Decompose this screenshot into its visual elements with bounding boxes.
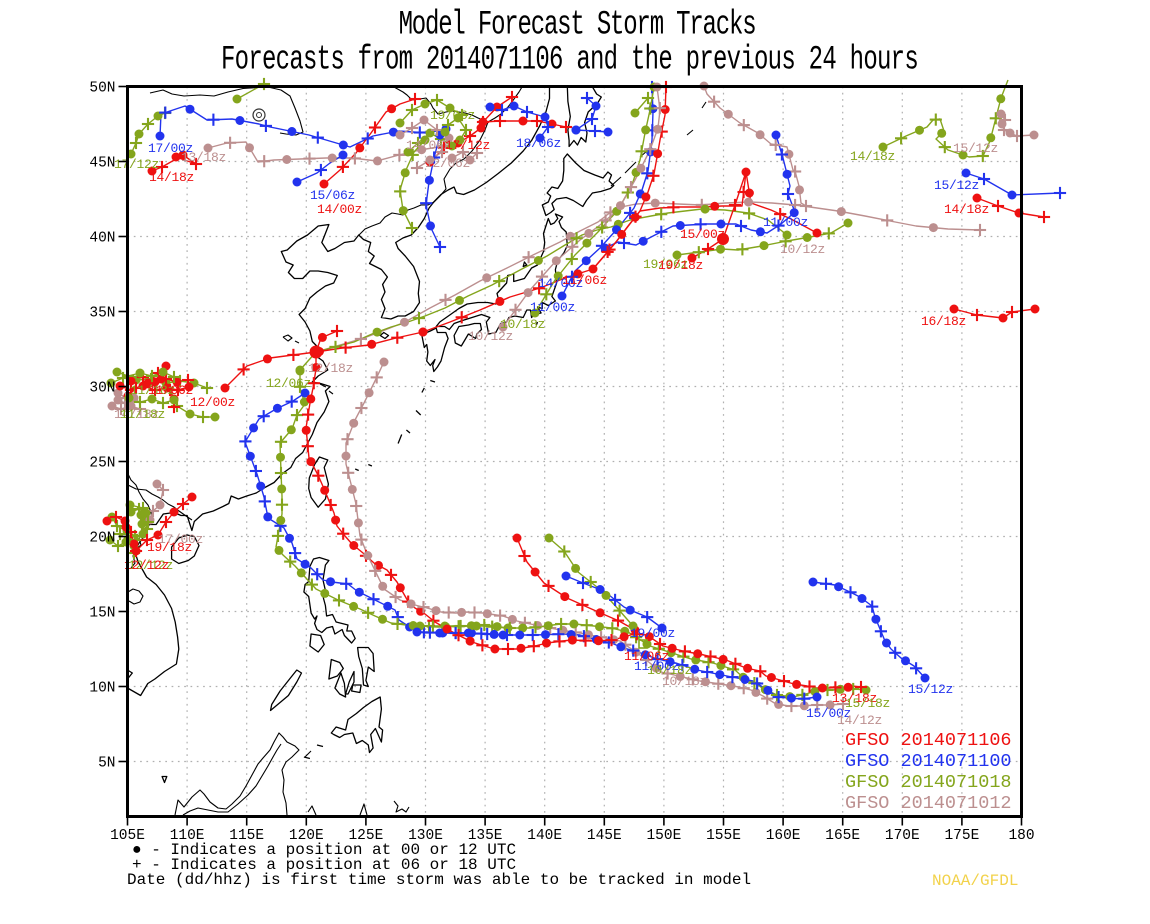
svg-text:17/00z: 17/00z <box>158 532 203 547</box>
svg-text:120E: 120E <box>289 828 324 844</box>
svg-text:25N: 25N <box>89 456 115 472</box>
svg-text:GFSO 2014071100: GFSO 2014071100 <box>845 751 1012 772</box>
svg-text:10/18z: 10/18z <box>662 674 707 689</box>
svg-text:170E: 170E <box>885 828 920 844</box>
svg-text:GFSO 2014071106: GFSO 2014071106 <box>845 730 1012 751</box>
svg-text:19/06z: 19/06z <box>430 108 475 123</box>
svg-text:19/00z: 19/00z <box>630 626 675 641</box>
svg-text:14/18z: 14/18z <box>114 407 159 422</box>
svg-text:16/18z: 16/18z <box>921 314 966 329</box>
svg-text:● - Indicates a position at 00: ● - Indicates a position at 00 or 12 UTC <box>132 841 516 859</box>
svg-text:12/06z: 12/06z <box>266 376 311 391</box>
svg-text:18/06z: 18/06z <box>516 136 561 151</box>
svg-text:14/18z: 14/18z <box>850 149 895 164</box>
svg-text:+ - Indicates a position at 06: + - Indicates a position at 06 or 18 UTC <box>132 856 516 874</box>
svg-text:19/18z: 19/18z <box>147 540 192 555</box>
svg-text:175E: 175E <box>944 828 979 844</box>
svg-text:115E: 115E <box>229 828 264 844</box>
svg-text:15/06z: 15/06z <box>310 188 355 203</box>
svg-text:10N: 10N <box>89 681 115 697</box>
svg-text:40N: 40N <box>89 231 115 247</box>
svg-text:12/12z: 12/12z <box>124 558 169 573</box>
svg-text:165E: 165E <box>825 828 860 844</box>
svg-text:11/06z: 11/06z <box>562 273 607 288</box>
svg-text:130E: 130E <box>408 828 443 844</box>
svg-text:12/00z: 12/00z <box>190 395 235 410</box>
svg-text:155E: 155E <box>706 828 741 844</box>
svg-text:14/06z: 14/06z <box>406 138 451 153</box>
svg-text:150E: 150E <box>646 828 681 844</box>
svg-text:11/18z: 11/18z <box>130 383 175 398</box>
svg-text:Date (dd/hhz) is first time st: Date (dd/hhz) is first time storm was ab… <box>127 871 751 889</box>
svg-text:17/00z: 17/00z <box>148 141 193 156</box>
svg-text:10/18z: 10/18z <box>500 317 545 332</box>
svg-text:15/00z: 15/00z <box>806 706 851 721</box>
svg-text:125E: 125E <box>348 828 383 844</box>
svg-text:13/18z: 13/18z <box>832 691 877 706</box>
svg-text:20N: 20N <box>89 531 115 547</box>
svg-text:15/18z: 15/18z <box>845 696 890 711</box>
svg-text:50N: 50N <box>89 81 115 97</box>
svg-text:11/00z: 11/00z <box>530 300 575 315</box>
svg-text:10/18z: 10/18z <box>647 663 692 678</box>
svg-text:12/12z: 12/12z <box>128 558 173 573</box>
svg-text:15/00z: 15/00z <box>680 227 725 242</box>
svg-text:10/12z: 10/12z <box>780 242 825 257</box>
svg-text:15/12z: 15/12z <box>908 682 953 697</box>
svg-text:19/18z: 19/18z <box>658 258 703 273</box>
svg-text:GFSO 2014071012: GFSO 2014071012 <box>845 793 1012 814</box>
svg-text:14/12z: 14/12z <box>837 713 882 728</box>
svg-text:14/18z: 14/18z <box>944 202 989 217</box>
svg-text:15/12z: 15/12z <box>953 141 998 156</box>
svg-text:Forecasts from 2014071106 and: Forecasts from 2014071106 and the previo… <box>221 40 918 79</box>
svg-text:14/00z: 14/00z <box>317 202 362 217</box>
svg-text:110E: 110E <box>170 828 205 844</box>
svg-text:45N: 45N <box>89 156 115 172</box>
svg-text:10/12z: 10/12z <box>468 329 513 344</box>
svg-text:14/18z: 14/18z <box>149 170 194 185</box>
svg-text:13/18z: 13/18z <box>181 150 226 165</box>
svg-text:15/12z: 15/12z <box>934 178 979 193</box>
svg-text:35N: 35N <box>89 306 115 322</box>
svg-text:135E: 135E <box>468 828 503 844</box>
svg-text:11/06z: 11/06z <box>148 383 193 398</box>
svg-text:GFSO 2014071018: GFSO 2014071018 <box>845 772 1012 793</box>
svg-text:140E: 140E <box>527 828 562 844</box>
svg-text:12/06z: 12/06z <box>425 156 470 171</box>
svg-text:17/12z: 17/12z <box>445 138 490 153</box>
svg-text:Model Forecast Storm Tracks: Model Forecast Storm Tracks <box>399 5 756 44</box>
svg-text:11/00z: 11/00z <box>763 215 808 230</box>
svg-text:180: 180 <box>1008 828 1034 844</box>
svg-text:30N: 30N <box>89 381 115 397</box>
svg-text:11/00z: 11/00z <box>634 659 679 674</box>
svg-text:105E: 105E <box>110 828 145 844</box>
svg-text:19/06z: 19/06z <box>643 257 688 272</box>
svg-text:15N: 15N <box>89 606 115 622</box>
svg-text:14/00z: 14/00z <box>538 276 583 291</box>
svg-text:12/18z: 12/18z <box>308 361 353 376</box>
svg-text:11/18z: 11/18z <box>120 407 165 422</box>
svg-text:5N: 5N <box>98 756 115 772</box>
svg-text:NOAA/GFDL: NOAA/GFDL <box>932 872 1018 890</box>
svg-text:145E: 145E <box>587 828 622 844</box>
svg-text:11/06z: 11/06z <box>624 649 669 664</box>
svg-text:160E: 160E <box>766 828 801 844</box>
